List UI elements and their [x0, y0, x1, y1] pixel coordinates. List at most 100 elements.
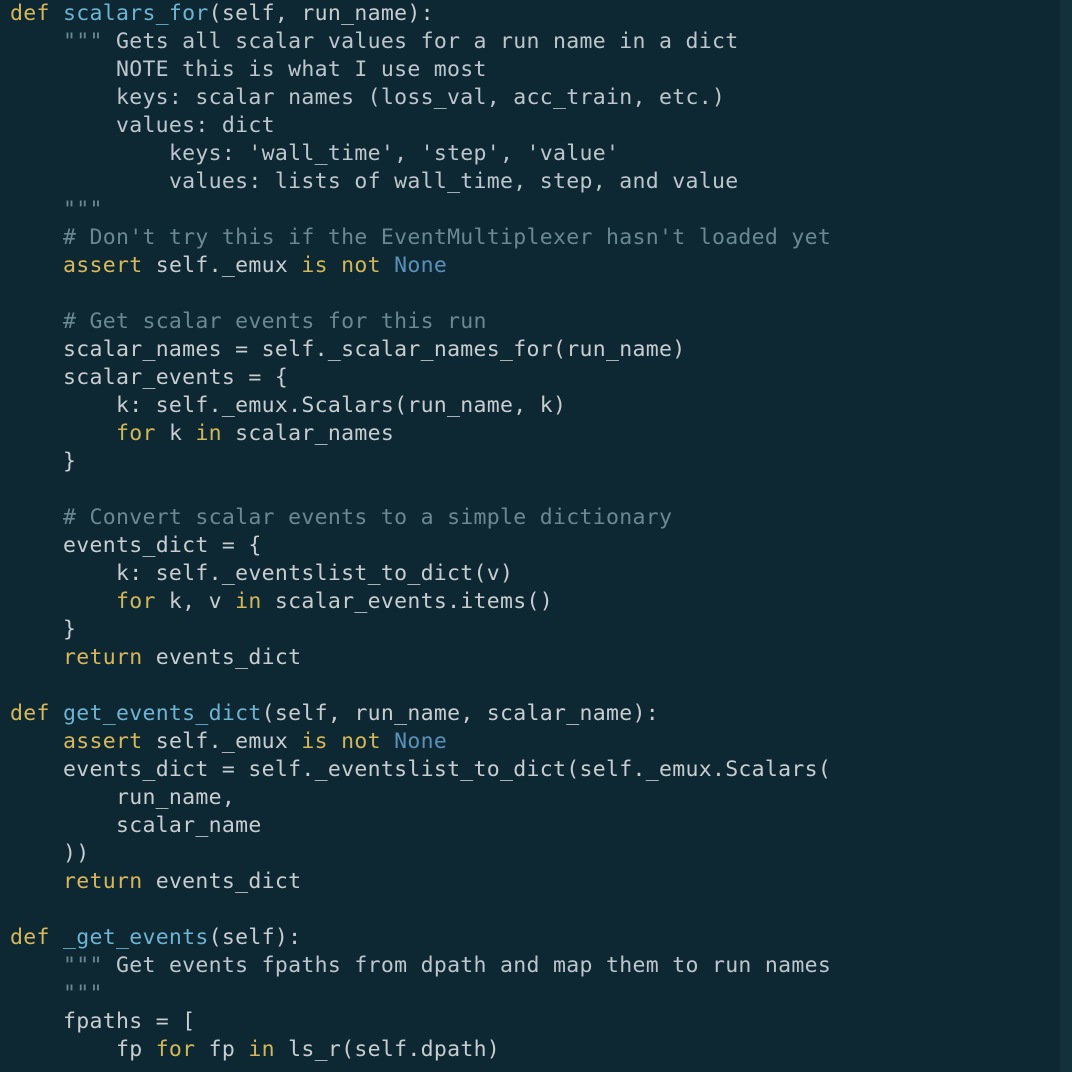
- docstring-quote: """: [63, 197, 103, 222]
- line: )): [10, 841, 89, 866]
- line: return events_dict: [10, 869, 301, 894]
- blank-line: [10, 897, 23, 922]
- line: assert self._emux is not None: [10, 253, 447, 278]
- code: events_dict: [142, 645, 301, 670]
- vertical-scrollbar[interactable]: [1060, 0, 1072, 1072]
- docstring-text: keys: 'wall_time', 'step', 'value': [169, 141, 619, 166]
- comment: # Don't try this if the EventMultiplexer…: [63, 225, 831, 250]
- docstring-quote: """: [63, 953, 103, 978]
- code: )): [63, 841, 90, 866]
- docstring-text: Gets all scalar values for a run name in…: [103, 29, 739, 54]
- line: scalar_names = self._scalar_names_for(ru…: [10, 337, 685, 362]
- params: self, run_name: [222, 1, 407, 26]
- expr: self._emux: [142, 253, 301, 278]
- line: for k in scalar_names: [10, 421, 394, 446]
- code: scalar_names = self._scalar_names_for(ru…: [63, 337, 685, 362]
- code: events_dict: [142, 869, 301, 894]
- line: k: self._emux.Scalars(run_name, k): [10, 393, 566, 418]
- line: for k, v in scalar_events.items(): [10, 589, 553, 614]
- var: k: [169, 421, 182, 446]
- keyword-is: is: [301, 729, 328, 754]
- docstring-text: keys: scalar names (loss_val, acc_train,…: [116, 85, 725, 110]
- sig-close: ):: [407, 1, 434, 26]
- keyword-return: return: [63, 869, 142, 894]
- keyword-not: not: [341, 729, 381, 754]
- sig-open: (: [209, 1, 222, 26]
- comment: # Convert scalar events to a simple dict…: [63, 505, 672, 530]
- line: assert self._emux is not None: [10, 729, 447, 754]
- line: # Get scalar events for this run: [10, 309, 487, 334]
- docstring-text: values: lists of wall_time, step, and va…: [169, 169, 739, 194]
- code: k: self._eventslist_to_dict(v): [116, 561, 513, 586]
- blank-line: [10, 477, 23, 502]
- docstring-quote: """: [63, 981, 103, 1006]
- code: run_name,: [116, 785, 235, 810]
- line: fp for fp in ls_r(self.dpath): [10, 1037, 500, 1062]
- line: keys: 'wall_time', 'step', 'value': [10, 141, 619, 166]
- function-name: scalars_for: [63, 1, 209, 26]
- keyword-assert: assert: [63, 253, 142, 278]
- keyword-return: return: [63, 645, 142, 670]
- line: keys: scalar names (loss_val, acc_train,…: [10, 85, 725, 110]
- line: def scalars_for(self, run_name):: [10, 1, 434, 26]
- code: events_dict = {: [63, 533, 262, 558]
- line: def get_events_dict(self, run_name, scal…: [10, 701, 659, 726]
- line: events_dict = self._eventslist_to_dict(s…: [10, 757, 831, 782]
- code: k: self._emux.Scalars(run_name, k): [116, 393, 566, 418]
- brace: }: [63, 617, 76, 642]
- code: ls_r(self.dpath): [275, 1037, 500, 1062]
- docstring-text: values: dict: [116, 113, 275, 138]
- line: }: [10, 617, 76, 642]
- line: """: [10, 197, 103, 222]
- keyword-def: def: [10, 701, 50, 726]
- keyword-def: def: [10, 925, 50, 950]
- brace: }: [63, 449, 76, 474]
- params: (self):: [209, 925, 302, 950]
- line: """ Gets all scalar values for a run nam…: [10, 29, 738, 54]
- line: k: self._eventslist_to_dict(v): [10, 561, 513, 586]
- line: scalar_events = {: [10, 365, 288, 390]
- code: scalar_name: [116, 813, 262, 838]
- keyword-in: in: [235, 589, 262, 614]
- line: scalar_name: [10, 813, 262, 838]
- code: fpaths = [: [63, 1009, 195, 1034]
- line: }: [10, 449, 76, 474]
- line: # Convert scalar events to a simple dict…: [10, 505, 672, 530]
- keyword-for: for: [156, 1037, 196, 1062]
- code: scalar_events.items(): [262, 589, 553, 614]
- docstring-text: NOTE this is what I use most: [116, 57, 487, 82]
- code-editor[interactable]: def scalars_for(self, run_name): """ Get…: [0, 0, 1070, 1072]
- keyword-none: None: [394, 253, 447, 278]
- keyword-in: in: [195, 421, 222, 446]
- function-name: _get_events: [63, 925, 209, 950]
- line: fpaths = [: [10, 1009, 195, 1034]
- keyword-for: for: [116, 589, 156, 614]
- line: return events_dict: [10, 645, 301, 670]
- docstring-text: Get events fpaths from dpath and map the…: [103, 953, 831, 978]
- keyword-in: in: [248, 1037, 275, 1062]
- keyword-none: None: [394, 729, 447, 754]
- line: # Don't try this if the EventMultiplexer…: [10, 225, 831, 250]
- line: """: [10, 981, 103, 1006]
- keyword-not: not: [341, 253, 381, 278]
- line: run_name,: [10, 785, 235, 810]
- keyword-is: is: [301, 253, 328, 278]
- code: events_dict = self._eventslist_to_dict(s…: [63, 757, 831, 782]
- line: NOTE this is what I use most: [10, 57, 487, 82]
- comment: # Get scalar events for this run: [63, 309, 487, 334]
- line: events_dict = {: [10, 533, 262, 558]
- blank-line: [10, 673, 23, 698]
- line: """ Get events fpaths from dpath and map…: [10, 953, 831, 978]
- code: fp: [116, 1037, 156, 1062]
- params: (self, run_name, scalar_name):: [262, 701, 659, 726]
- keyword-assert: assert: [63, 729, 142, 754]
- expr: self._emux: [142, 729, 301, 754]
- line: def _get_events(self):: [10, 925, 301, 950]
- code: scalar_names: [222, 421, 394, 446]
- keyword-def: def: [10, 1, 50, 26]
- function-name: get_events_dict: [63, 701, 262, 726]
- blank-line: [10, 281, 23, 306]
- keyword-for: for: [116, 421, 156, 446]
- code: scalar_events = {: [63, 365, 288, 390]
- docstring-quote: """: [63, 29, 103, 54]
